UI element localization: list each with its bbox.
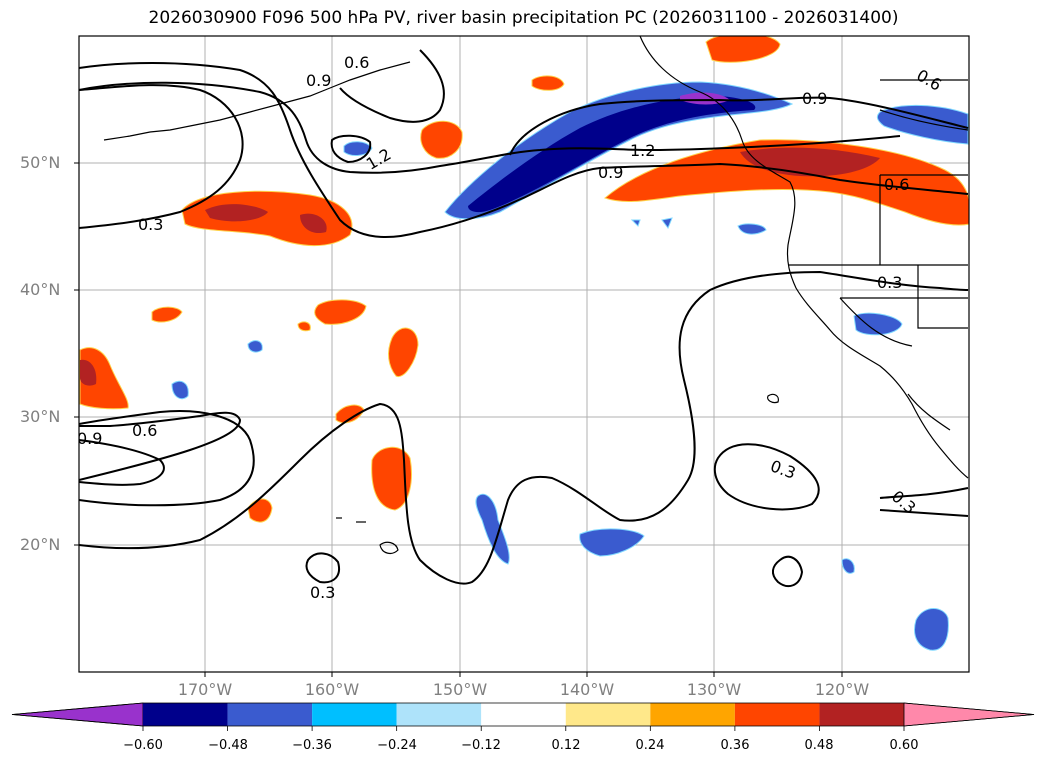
contour-label: 0.3: [310, 583, 335, 602]
colorbar-tick-label: 0.36: [720, 738, 750, 753]
contour-label: 0.9: [77, 429, 102, 448]
tick-marks: [74, 162, 843, 677]
precip-pos-gulf-alaska: [705, 36, 781, 63]
lat-label: 40°N: [20, 280, 61, 299]
colorbar-segment: [819, 703, 904, 726]
colorbar-tick-label: −0.48: [208, 738, 248, 753]
coastlines: [103, 36, 969, 555]
contour-label: 0.3: [138, 215, 163, 234]
lon-label: 150°W: [432, 680, 488, 699]
colorbar-tick-label: −0.24: [377, 738, 417, 753]
colorbar-segment: [650, 703, 735, 726]
colorbar-segment: [481, 703, 566, 726]
colorbar-tick-label: −0.60: [123, 738, 163, 753]
colorbar-tick-label: 0.60: [889, 738, 919, 753]
lon-label: 140°W: [559, 680, 615, 699]
colorbar-segment: [312, 703, 397, 726]
contour-label: 0.6: [913, 65, 945, 94]
contour-label: 0.9: [598, 163, 623, 182]
colorbar-extend-right: [903, 702, 1035, 727]
precip-pos-pnw: [604, 139, 969, 226]
precip-positive: [79, 36, 969, 523]
lon-label: 120°W: [814, 680, 870, 699]
contour-label: 0.6: [884, 175, 909, 194]
contour-0.3-north: [79, 84, 244, 229]
lon-label: 170°W: [177, 680, 233, 699]
map-frame: [78, 35, 970, 673]
contour-labels: 0.9 0.6 1.2 0.3 1.2 0.9 0.9 0.6 0.6 0.3 …: [77, 53, 945, 602]
lat-label: 30°N: [20, 407, 61, 426]
contour-label: 0.9: [802, 89, 827, 108]
lon-label: 160°W: [304, 680, 360, 699]
contour-label: 0.6: [132, 421, 157, 440]
colorbar-segment: [396, 703, 482, 726]
contour-0.3-subtropical: [79, 270, 969, 585]
gridlines: [79, 36, 969, 672]
colorbar-tick-label: 0.24: [635, 738, 665, 753]
lat-label: 20°N: [20, 535, 61, 554]
lon-label: 130°W: [686, 680, 742, 699]
contour-label: 0.9: [306, 71, 331, 90]
colorbar-segment: [143, 703, 228, 726]
colorbar-tick-label: 0.48: [804, 738, 834, 753]
precip-negative: [171, 81, 969, 651]
colorbar-extend-left: [11, 702, 144, 727]
contour-label: 0.6: [344, 53, 369, 72]
colorbar-tick-label: −0.12: [461, 738, 501, 753]
map-title: 2026030900 F096 500 hPa PV, river basin …: [148, 8, 899, 28]
colorbar-segment: [227, 703, 313, 726]
colorbar-tick-label: −0.36: [292, 738, 332, 753]
colorbar: [11, 702, 1035, 731]
precip-pos-aleutian: [420, 120, 463, 159]
colorbar-segment: [565, 703, 651, 726]
pv-contours: [79, 49, 969, 588]
contour-label: 0.3: [768, 456, 798, 483]
precip-pos-hawaii-north: [371, 446, 412, 511]
contour-label: 0.3: [877, 273, 902, 292]
lat-label: 50°N: [20, 153, 61, 172]
colorbar-tick-label: 0.12: [551, 738, 581, 753]
colorbar-segment: [734, 703, 820, 726]
contour-label: 1.2: [630, 141, 655, 160]
